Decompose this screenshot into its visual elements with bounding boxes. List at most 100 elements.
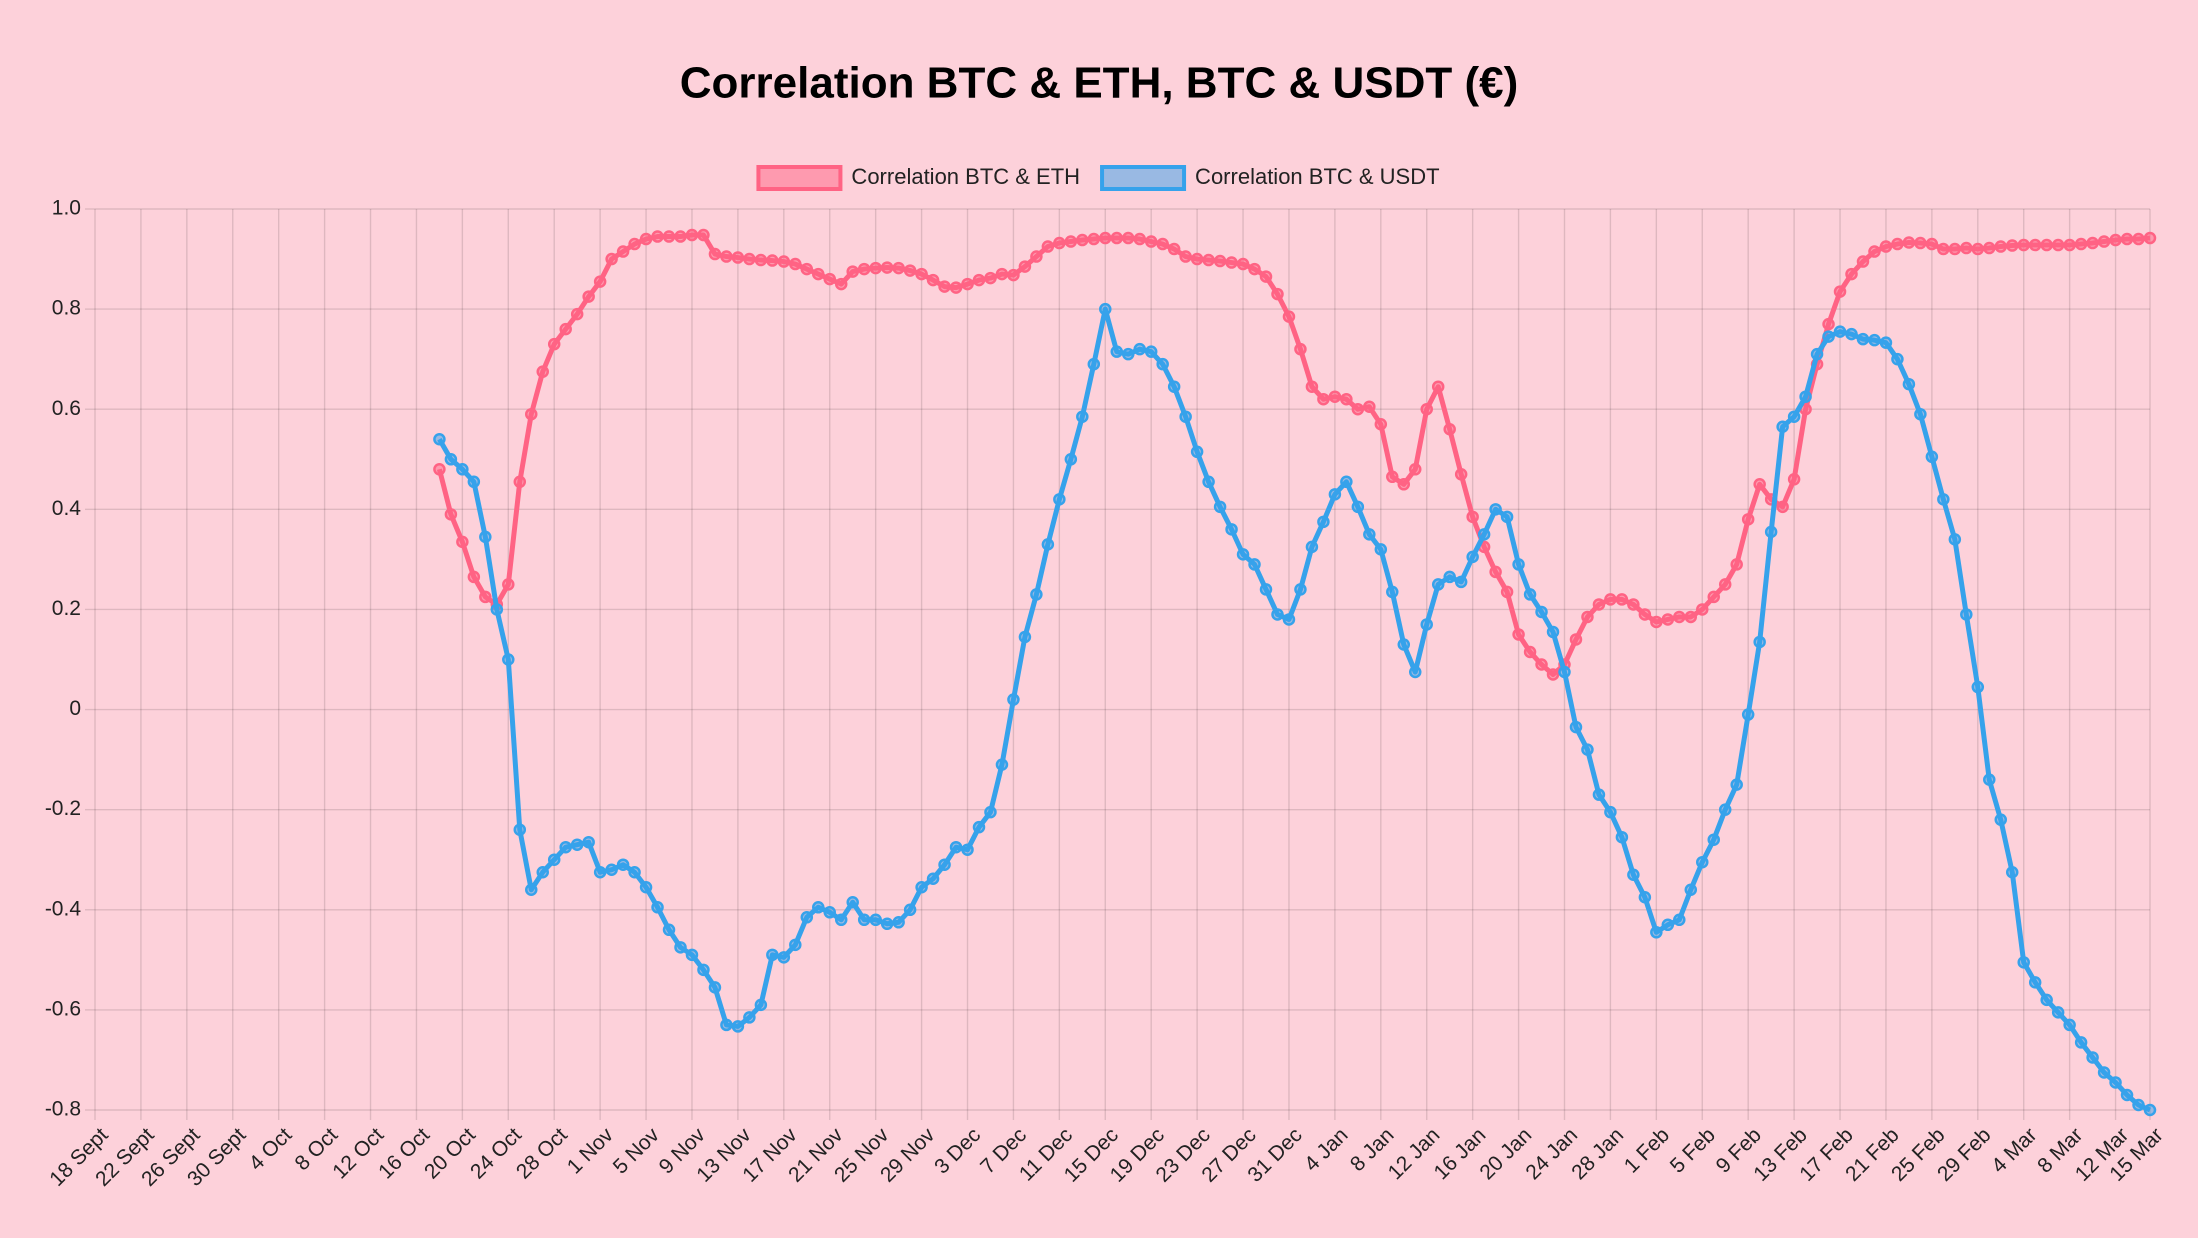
data-point [743, 1011, 756, 1024]
data-point [1512, 628, 1525, 641]
data-point [697, 228, 710, 242]
data-point [2040, 238, 2053, 252]
data-point [834, 277, 848, 291]
data-point [1087, 232, 1101, 246]
data-point [720, 1018, 733, 1032]
data-point [1202, 253, 1215, 267]
data-point [972, 820, 986, 834]
data-point [1604, 805, 1617, 819]
data-point [1718, 803, 1732, 816]
data-point [479, 590, 492, 604]
data-point [1868, 333, 1881, 347]
data-point [467, 570, 481, 584]
data-point [1053, 236, 1066, 250]
data-point [1753, 478, 1766, 491]
data-point [1007, 693, 1020, 706]
data-point [2143, 1103, 2157, 1117]
data-point [605, 863, 618, 876]
legend-label: Correlation BTC & ETH [851, 164, 1080, 189]
data-point [1983, 773, 1996, 786]
x-tick-label: 5 Feb [1666, 1123, 1720, 1177]
data-point [1213, 500, 1227, 514]
data-point [1259, 583, 1273, 596]
data-point [777, 951, 791, 964]
data-point [1707, 590, 1720, 604]
data-point [1638, 891, 1652, 904]
data-point [651, 901, 664, 914]
data-point [1409, 463, 1422, 476]
data-point [1741, 513, 1755, 526]
data-point [903, 903, 917, 917]
data-point [1328, 488, 1342, 501]
data-point [823, 906, 836, 919]
data-point [674, 230, 687, 243]
data-point [812, 267, 825, 281]
data-point [513, 823, 527, 836]
data-point [433, 463, 446, 476]
data-point [1156, 237, 1169, 251]
data-point [1914, 407, 1927, 421]
data-point [1960, 241, 1973, 255]
data-point [1833, 285, 1847, 298]
data-point [1764, 525, 1778, 539]
data-point [1753, 635, 1766, 649]
data-point [1144, 345, 1158, 358]
data-point [1121, 231, 1135, 245]
y-tick-label: -0.8 [45, 1098, 81, 1121]
data-point [1787, 473, 1801, 486]
data-point [1787, 410, 1801, 423]
data-point [1925, 237, 1939, 251]
x-tick-label: 4 Jan [1300, 1123, 1353, 1176]
data-point [616, 245, 630, 258]
data-point [1259, 270, 1273, 283]
y-tick-label: 0 [69, 697, 81, 720]
data-point [1810, 347, 1824, 361]
data-point [662, 230, 676, 243]
data-point [536, 865, 549, 879]
data-point [857, 913, 871, 927]
legend-swatch [756, 165, 843, 191]
data-point [1317, 515, 1330, 529]
data-point [1294, 583, 1307, 596]
data-point [1489, 565, 1502, 579]
data-point [1845, 267, 1858, 281]
data-point [1454, 575, 1468, 589]
data-point [2028, 976, 2042, 989]
data-point [593, 865, 607, 879]
data-point [1133, 232, 1146, 246]
data-point [1581, 610, 1594, 624]
data-point [1041, 538, 1055, 551]
data-point [708, 981, 722, 994]
data-point [789, 938, 802, 952]
data-point [1340, 392, 1353, 406]
data-point [502, 578, 515, 591]
y-tick-label: 0.6 [52, 397, 81, 420]
data-point [834, 913, 848, 927]
data-point [926, 872, 940, 885]
data-point [1236, 548, 1250, 561]
data-point [2132, 1098, 2145, 1112]
data-point [1489, 503, 1502, 516]
data-point [444, 453, 458, 466]
data-point [1937, 493, 1950, 506]
data-point [547, 337, 561, 351]
data-point [1845, 327, 1858, 341]
data-point [1087, 357, 1101, 371]
data-point [1902, 377, 1916, 391]
data-point [1248, 262, 1261, 276]
data-point [1167, 242, 1181, 256]
y-tick-label: 0.8 [52, 297, 81, 320]
data-point [1891, 352, 1904, 366]
data-point [720, 250, 733, 263]
data-point [938, 280, 951, 293]
data-point [1397, 478, 1411, 491]
y-tick-label: 1.0 [52, 197, 81, 220]
data-point [1569, 720, 1583, 734]
data-point [1604, 593, 1617, 606]
data-point [1317, 392, 1330, 406]
data-point [1914, 236, 1927, 250]
data-point [1500, 585, 1514, 599]
data-point [1937, 242, 1950, 256]
data-point [1431, 380, 1445, 393]
